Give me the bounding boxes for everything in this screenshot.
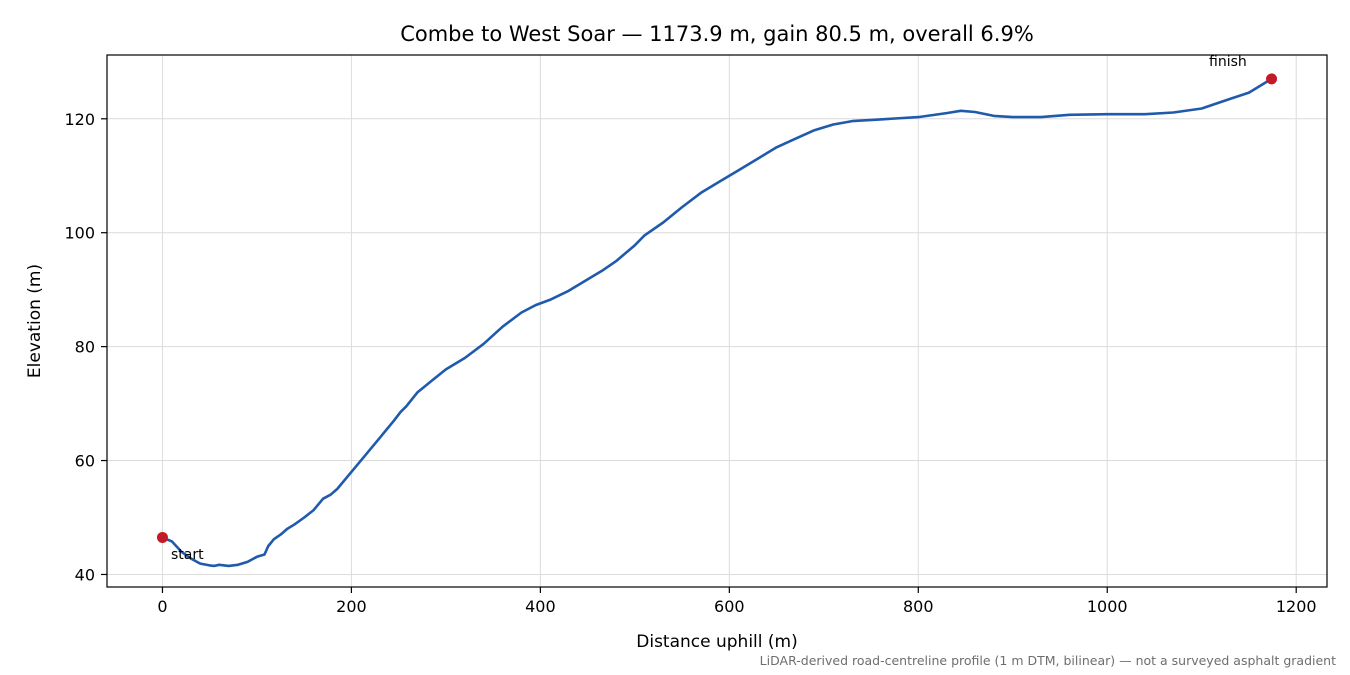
footnote: LiDAR-derived road-centreline profile (1…: [760, 653, 1336, 668]
finish-annotation: finish: [1209, 54, 1247, 70]
finish-marker: [1266, 73, 1278, 85]
grid-lines: [107, 55, 1327, 587]
x-axis-label: Distance uphill (m): [636, 632, 797, 652]
y-tick-label: 100: [64, 224, 95, 243]
start-marker: [156, 531, 168, 543]
chart-title: Combe to West Soar — 1173.9 m, gain 80.5…: [400, 22, 1034, 46]
axis-ticks: 0 200 400 600 800 1000 1200 40 60 80 100 120: [64, 110, 1316, 616]
x-tick-label: 1000: [1087, 597, 1128, 616]
start-annotation: start: [171, 547, 204, 563]
elevation-profile-line: [161, 77, 1273, 568]
y-tick-label: 80: [75, 338, 95, 357]
y-tick-label: 40: [75, 565, 95, 584]
x-tick-label: 400: [525, 597, 556, 616]
x-tick-label: 200: [336, 597, 367, 616]
x-tick-label: 800: [903, 597, 934, 616]
x-tick-label: 600: [714, 597, 745, 616]
y-tick-label: 120: [64, 110, 95, 129]
x-tick-label: 1200: [1276, 597, 1317, 616]
series-layer: [156, 73, 1278, 568]
y-axis-label: Elevation (m): [25, 264, 45, 378]
plot-area-frame: [106, 54, 1328, 588]
y-tick-label: 60: [75, 452, 95, 471]
x-tick-label: 0: [157, 597, 167, 616]
